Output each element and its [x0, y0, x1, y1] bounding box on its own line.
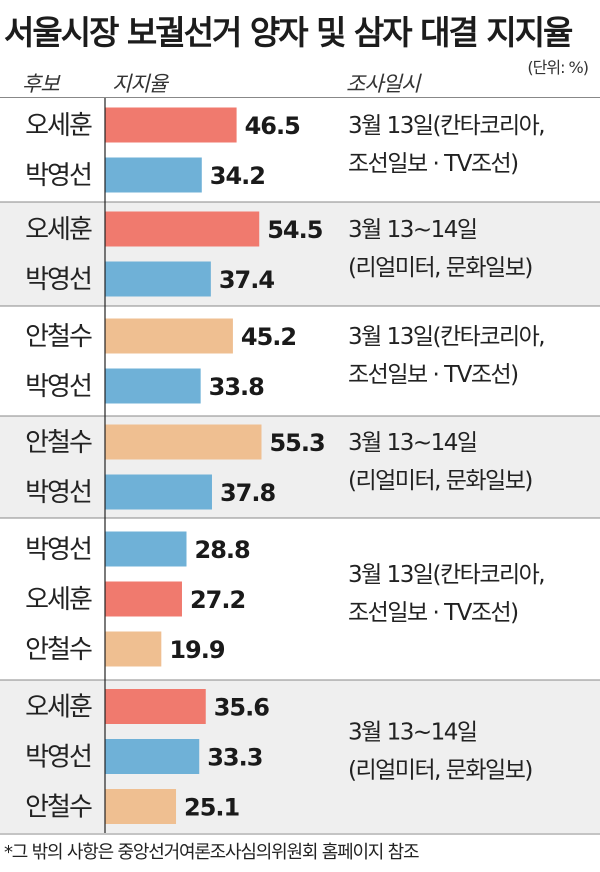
candidate-label: 오세훈 — [25, 585, 92, 615]
bar — [105, 689, 206, 724]
candidate-label: 박영선 — [25, 743, 91, 773]
bar — [105, 739, 200, 774]
bar — [105, 581, 182, 617]
group-shade — [0, 680, 600, 833]
value-label: 46.5 — [245, 112, 301, 140]
bar-chart: 오세훈 46.5 박영선 34.2 3월 13일(칸타코리아, 조선일보 · TV조선) 오… — [0, 98, 600, 835]
bar — [105, 531, 187, 567]
value-label: 54.5 — [267, 216, 323, 244]
survey-label: (리얼미터, 문화일보) — [348, 468, 532, 494]
candidate-label: 박영선 — [25, 265, 91, 295]
survey-label: (리얼미터, 문화일보) — [348, 255, 532, 281]
survey-label: 조선일보 · TV조선) — [348, 362, 518, 388]
value-label: 25.1 — [184, 794, 240, 822]
bar — [105, 631, 162, 667]
survey-label: (리얼미터, 문화일보) — [348, 758, 532, 784]
value-label: 37.8 — [220, 479, 276, 507]
bar — [105, 789, 177, 824]
value-label: 33.3 — [207, 744, 262, 772]
footnote: *그 밖의 사항은 중앙선거여론조사심의위원회 홈페이지 참조 — [4, 842, 420, 863]
group-shade — [0, 416, 600, 518]
value-label: 33.8 — [209, 373, 265, 401]
value-label: 45.2 — [241, 323, 296, 351]
header-rate: 지지율 — [112, 72, 168, 96]
candidate-label: 박영선 — [25, 161, 91, 191]
survey-label: 3월 13일(칸타코리아, — [348, 562, 544, 588]
candidate-label: 안철수 — [25, 428, 92, 458]
candidate-label: 박영선 — [25, 372, 91, 402]
value-label: 19.9 — [169, 636, 225, 664]
survey-label: 3월 13일(칸타코리아, — [348, 113, 544, 139]
value-label: 35.6 — [214, 694, 270, 722]
value-label: 28.8 — [195, 536, 251, 564]
value-label: 34.2 — [210, 162, 265, 190]
header-candidate: 후보 — [22, 72, 60, 96]
group-shade — [0, 202, 600, 306]
candidate-label: 안철수 — [25, 635, 92, 665]
candidate-label: 박영선 — [25, 478, 91, 508]
candidate-label: 오세훈 — [25, 111, 92, 141]
bar — [105, 107, 237, 143]
survey-label: 3월 13~14일 — [348, 217, 477, 243]
survey-label: 3월 13일(칸타코리아, — [348, 324, 544, 350]
bar — [105, 368, 201, 404]
value-label: 55.3 — [269, 429, 324, 457]
candidate-label: 박영선 — [25, 535, 91, 565]
bar — [105, 157, 202, 193]
bar — [105, 318, 233, 354]
survey-label: 3월 13~14일 — [348, 720, 477, 746]
header-divider — [0, 97, 600, 98]
candidate-label: 안철수 — [25, 322, 92, 352]
value-label: 37.4 — [219, 266, 275, 294]
bar — [105, 211, 260, 247]
unit-label: (단위: %) — [527, 58, 589, 77]
candidate-label: 안철수 — [25, 793, 92, 823]
candidate-label: 오세훈 — [25, 215, 92, 245]
bar — [105, 261, 211, 297]
candidate-label: 오세훈 — [25, 693, 92, 723]
bar — [105, 474, 212, 510]
survey-label: 조선일보 · TV조선) — [348, 151, 518, 177]
chart-title: 서울시장 보궐선거 양자 및 삼자 대결 지지율 — [4, 13, 573, 52]
bar — [105, 424, 262, 460]
survey-label: 3월 13~14일 — [348, 430, 477, 456]
header-date: 조사일시 — [346, 72, 420, 96]
survey-label: 조선일보 · TV조선) — [348, 600, 518, 626]
value-label: 27.2 — [190, 586, 245, 614]
